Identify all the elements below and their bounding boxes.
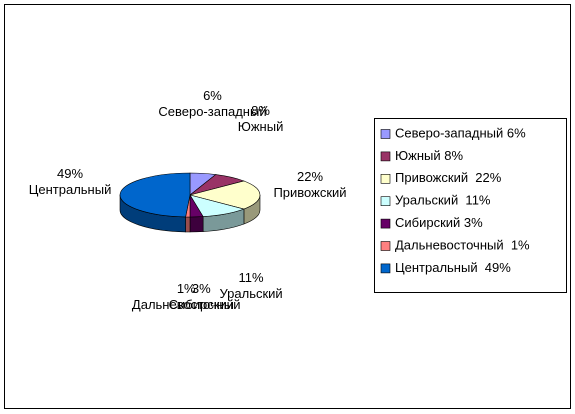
slice-side xyxy=(185,216,191,233)
value-label: 3% xyxy=(191,280,211,296)
legend-label: Сибирский 3% xyxy=(395,215,483,230)
category-label: Центральный xyxy=(28,182,112,198)
legend-swatch xyxy=(380,196,391,206)
legend-swatch xyxy=(380,129,391,139)
slice-side xyxy=(189,216,204,233)
legend-label: Уральский 11% xyxy=(395,193,491,208)
data-label: 11% Уральский xyxy=(196,270,306,302)
data-label: 22% Привожский xyxy=(255,169,365,201)
slice xyxy=(188,180,261,210)
value-label: 49% xyxy=(57,166,84,182)
legend-label: Дальневосточный 1% xyxy=(395,237,530,252)
legend-swatch xyxy=(380,218,391,229)
data-label: 1% Дальневосточный xyxy=(131,281,241,313)
category-label: Дальневосточный xyxy=(131,296,241,312)
legend-label: Привожский 22% xyxy=(395,170,502,185)
value-label: 1% xyxy=(176,280,196,296)
value-label: 8% xyxy=(251,102,270,118)
slice xyxy=(119,172,191,218)
data-label: 8% Южный xyxy=(206,103,316,135)
value-label: 22% xyxy=(296,169,324,184)
legend-swatch xyxy=(380,241,391,251)
category-label: Сибирский xyxy=(168,296,234,312)
category-label: Уральский xyxy=(219,285,283,301)
value-label: 11% xyxy=(238,269,264,285)
data-label: 49% Центральный xyxy=(15,166,125,198)
category-label: Привожский xyxy=(273,185,347,200)
legend-swatch xyxy=(380,174,391,184)
legend-label: Центральный 49% xyxy=(395,260,511,275)
data-label: 6% Северо-западный xyxy=(157,88,267,120)
legend-box xyxy=(374,118,567,293)
legend-swatch xyxy=(380,263,391,274)
legend-swatch xyxy=(380,151,391,162)
category-label: Южный xyxy=(237,118,284,134)
category-label: Северо-западный xyxy=(158,104,267,120)
data-label: 3% Сибирский xyxy=(146,281,256,313)
legend-label: Южный 8% xyxy=(395,148,463,163)
value-label: 6% xyxy=(203,88,222,104)
legend-label: Северо-западный 6% xyxy=(395,125,526,140)
